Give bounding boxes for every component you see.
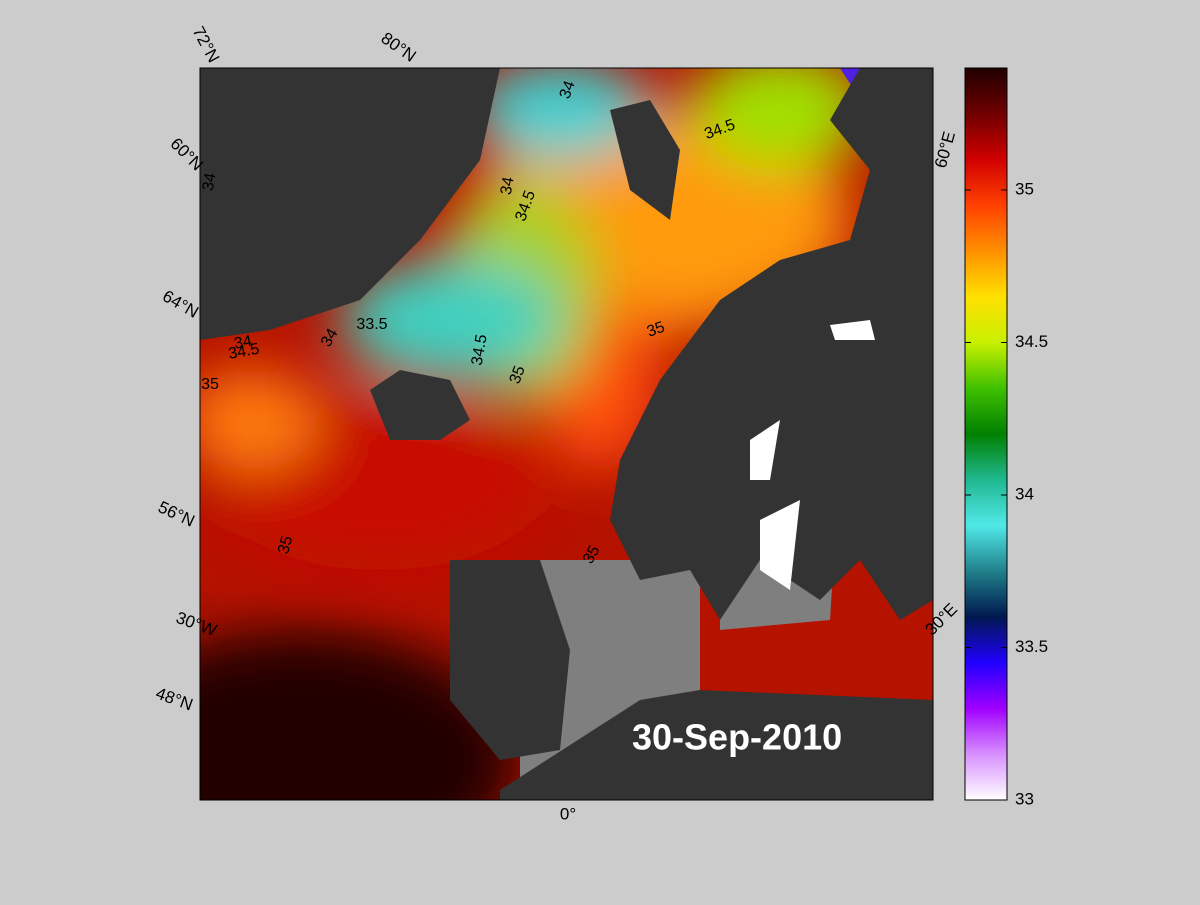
- colorbar-tick-label: 33.5: [1015, 637, 1048, 656]
- graticule-label: 60°E: [931, 129, 959, 170]
- contour-label: 35: [201, 376, 219, 393]
- graticule-label: 0°: [560, 804, 576, 823]
- contour-label: 34: [200, 172, 220, 193]
- colorbar-tick-label: 34: [1015, 484, 1034, 503]
- map: [200, 68, 933, 800]
- contour-label: 34: [498, 176, 518, 197]
- contour-label: 35: [645, 319, 668, 341]
- contour-label: 34.5: [469, 333, 491, 367]
- ice: [750, 420, 780, 480]
- map-frame: [199, 67, 934, 801]
- land: [200, 68, 500, 340]
- land: [500, 690, 933, 800]
- graticule-label: 80°N: [378, 28, 420, 65]
- colorbar-tick-label: 34.5: [1015, 332, 1048, 351]
- contour-label: 34: [233, 333, 254, 353]
- colorbar-tick-label: 35: [1015, 179, 1034, 198]
- land: [370, 370, 470, 440]
- graticule-label: 56°N: [155, 497, 197, 530]
- colorbar: [964, 67, 1008, 801]
- contour-label: 35: [507, 364, 529, 387]
- contour-label: 34: [318, 326, 342, 350]
- graticule-label: 72°N: [189, 23, 224, 65]
- ice: [760, 500, 800, 590]
- ice: [830, 320, 875, 340]
- salinity-field: [200, 68, 870, 800]
- land: [610, 100, 680, 220]
- graticule-label: 64°N: [159, 286, 201, 321]
- colorbar-tick-label: 33: [1015, 789, 1034, 808]
- contour-label: 34: [557, 79, 579, 102]
- graticule-label: 48°N: [153, 684, 195, 715]
- contour-label: 35: [580, 543, 604, 567]
- land: [610, 68, 933, 620]
- land: [450, 560, 570, 760]
- date-label: 30-Sep-2010: [632, 717, 842, 758]
- contour-label: 33.5: [356, 316, 387, 333]
- contour-label: 35: [275, 534, 296, 556]
- contour-label: 34.5: [227, 341, 261, 363]
